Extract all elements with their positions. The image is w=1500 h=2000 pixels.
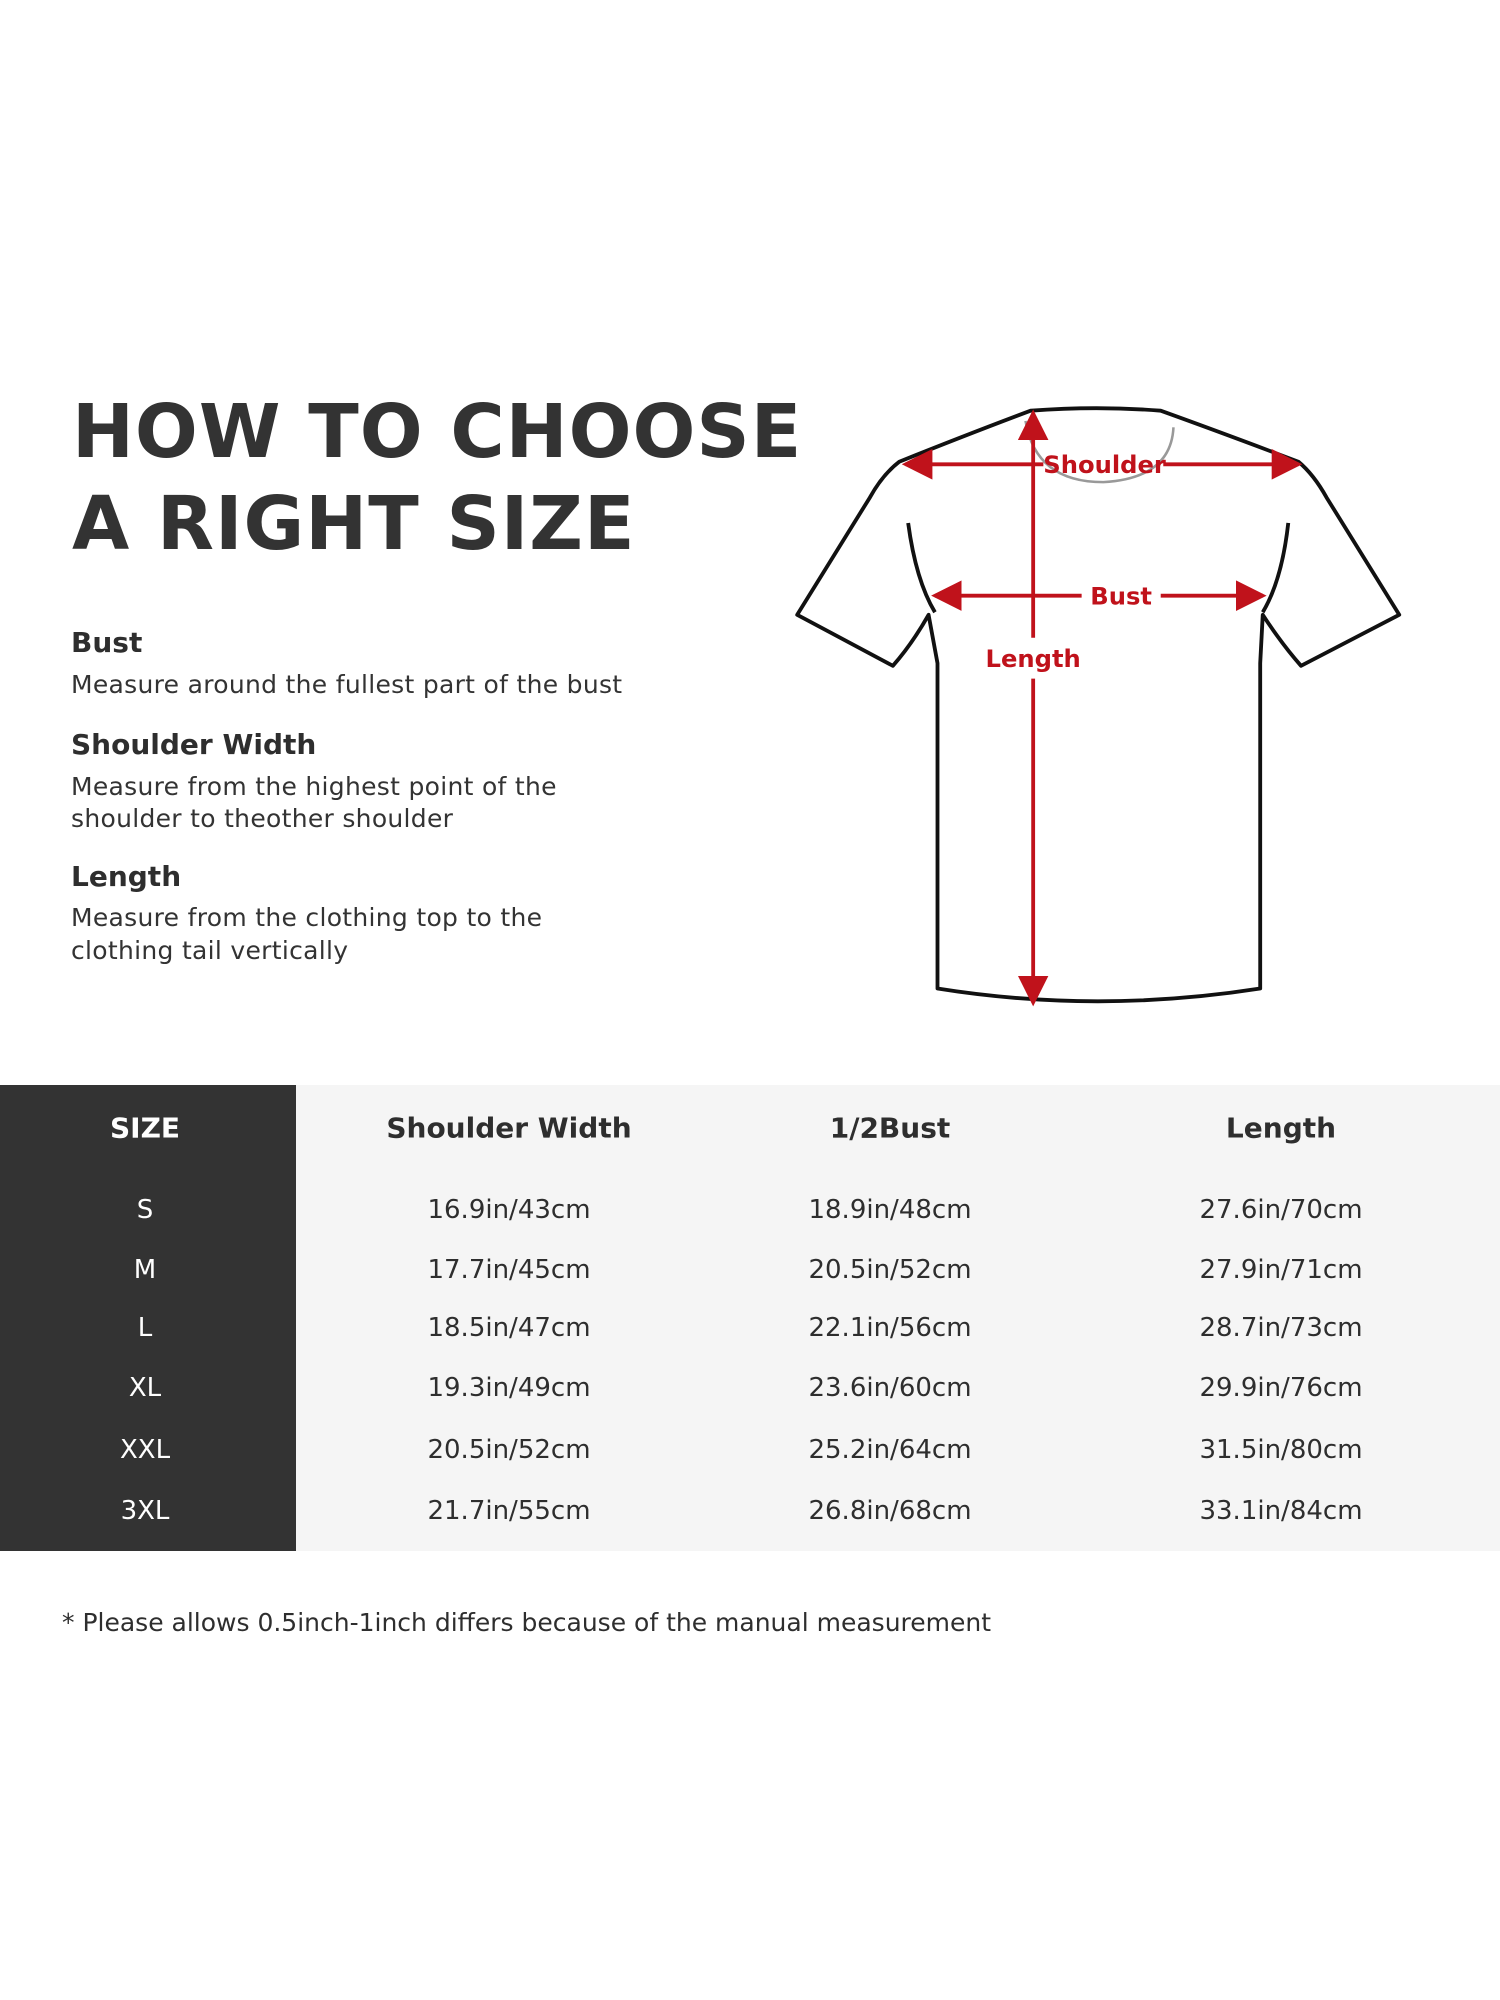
bust-label: Bust	[71, 626, 143, 659]
tshirt-outline	[795, 406, 1402, 1004]
cell-length: 27.6in/70cm	[1199, 1195, 1363, 1225]
bust-description: Measure around the fullest part of the b…	[71, 670, 623, 699]
cell-size: L	[137, 1313, 153, 1343]
length-diagram-label: Length	[986, 645, 1081, 673]
size-column-background	[0, 1085, 296, 1551]
cell-shoulder-width: 17.7in/45cm	[427, 1255, 591, 1285]
cell-shoulder-width: 19.3in/49cm	[427, 1373, 591, 1403]
cell-half-bust: 26.8in/68cm	[808, 1496, 972, 1526]
cell-length: 33.1in/84cm	[1199, 1496, 1363, 1526]
header-half-bust: 1/2Bust	[829, 1111, 951, 1145]
bust-diagram-label: Bust	[1090, 583, 1152, 611]
cell-size: 3XL	[120, 1496, 170, 1526]
title-line-1: HOW TO CHOOSE	[72, 389, 803, 475]
shoulder-width-label: Shoulder Width	[71, 728, 317, 761]
collar-icon	[1024, 420, 1175, 484]
cell-half-bust: 23.6in/60cm	[808, 1373, 972, 1403]
cell-shoulder-width: 20.5in/52cm	[427, 1435, 591, 1465]
size-table: SIZE Shoulder Width 1/2Bust Length S 16.9in/4…	[0, 1085, 1500, 1551]
shoulder-width-description-2: shoulder to theother shoulder	[71, 804, 454, 833]
cell-size: XL	[128, 1373, 162, 1403]
title-line-2: A RIGHT SIZE	[72, 481, 636, 567]
cell-size: S	[136, 1195, 154, 1225]
cell-half-bust: 22.1in/56cm	[808, 1313, 972, 1343]
cell-shoulder-width: 18.5in/47cm	[427, 1313, 591, 1343]
cell-half-bust: 20.5in/52cm	[808, 1255, 972, 1285]
shoulder-diagram-label: Shoulder	[1043, 451, 1166, 479]
cell-length: 31.5in/80cm	[1199, 1435, 1363, 1465]
cell-shoulder-width: 16.9in/43cm	[427, 1195, 591, 1225]
header-length: Length	[1225, 1111, 1337, 1145]
cell-half-bust: 18.9in/48cm	[808, 1195, 972, 1225]
cell-size: XXL	[119, 1435, 171, 1465]
cell-length: 28.7in/73cm	[1199, 1313, 1363, 1343]
length-description-2: clothing tail vertically	[71, 936, 349, 965]
cell-shoulder-width: 21.7in/55cm	[427, 1496, 591, 1526]
cell-half-bust: 25.2in/64cm	[808, 1435, 972, 1465]
measurement-note: * Please allows 0.5inch-1inch differs be…	[62, 1608, 992, 1637]
header-size: SIZE	[109, 1111, 181, 1145]
cell-length: 27.9in/71cm	[1199, 1255, 1363, 1285]
cell-size: M	[133, 1255, 157, 1285]
header-shoulder-width: Shoulder Width	[386, 1111, 632, 1145]
length-description-1: Measure from the clothing top to the	[71, 903, 543, 932]
length-label: Length	[71, 860, 182, 893]
shoulder-width-description-1: Measure from the highest point of the	[71, 772, 557, 801]
cell-length: 29.9in/76cm	[1199, 1373, 1363, 1403]
